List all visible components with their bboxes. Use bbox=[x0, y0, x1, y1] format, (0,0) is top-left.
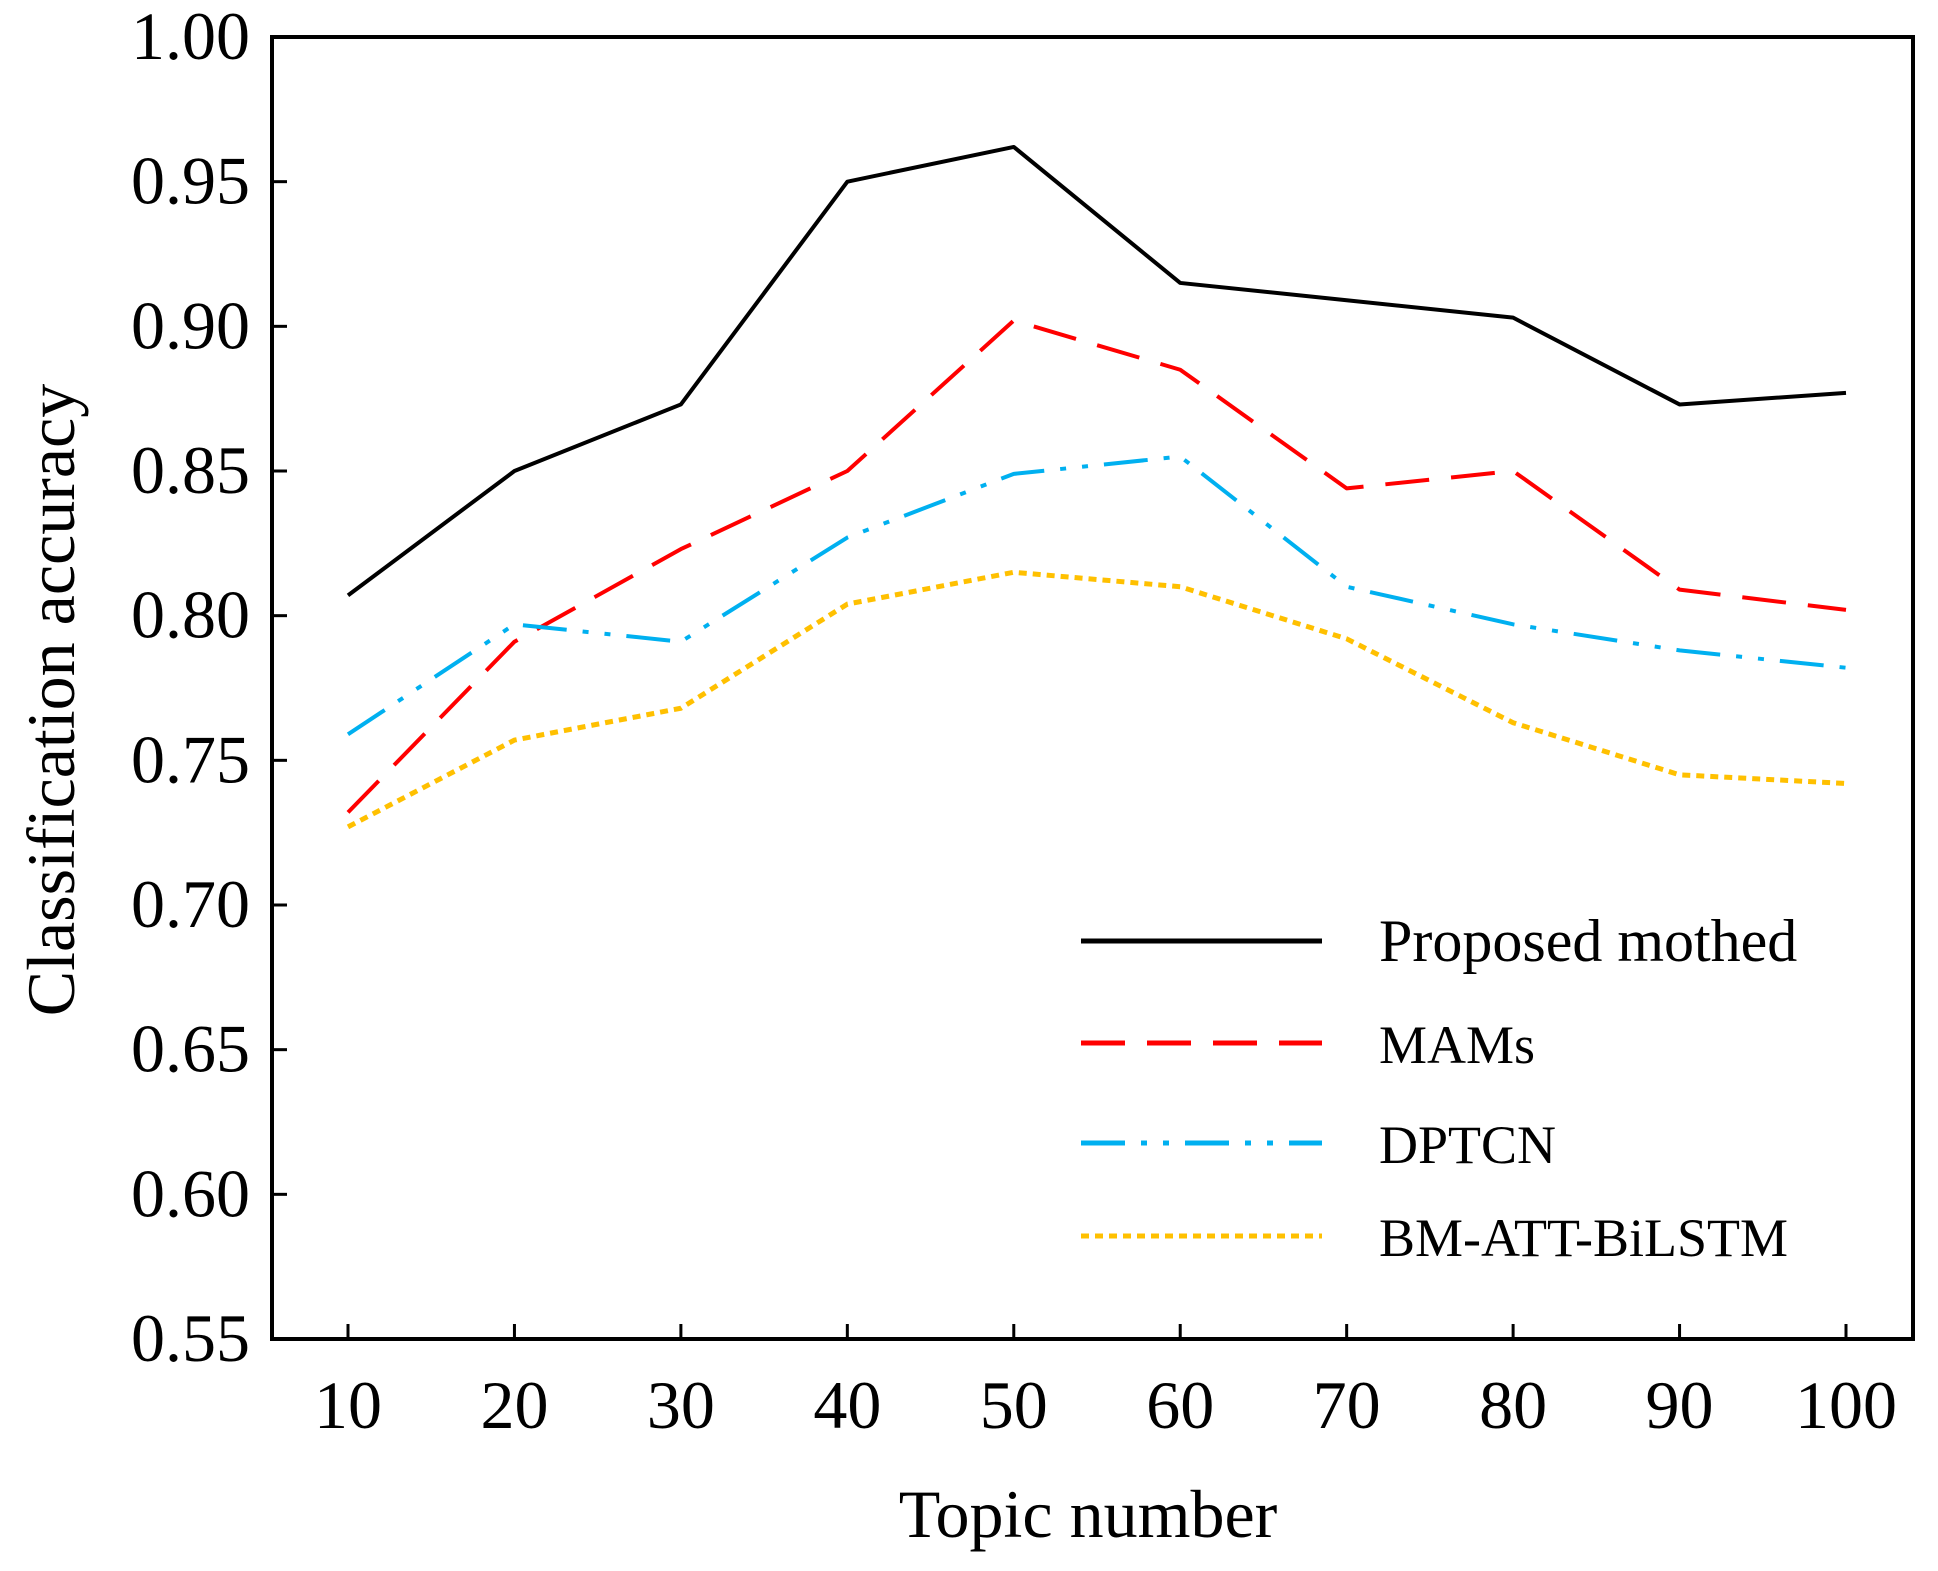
y-tick-label: 0.85 bbox=[131, 432, 250, 508]
x-axis-label: Topic number bbox=[899, 1476, 1278, 1552]
legend-label: BM-ATT-BiLSTM bbox=[1379, 1208, 1788, 1268]
x-tick-label: 100 bbox=[1795, 1367, 1897, 1443]
legend-label: Proposed mothed bbox=[1379, 908, 1797, 974]
legend-label: MAMs bbox=[1379, 1015, 1535, 1075]
x-tick-label: 90 bbox=[1646, 1367, 1714, 1443]
x-tick-label: 40 bbox=[813, 1367, 881, 1443]
x-tick-label: 80 bbox=[1479, 1367, 1547, 1443]
y-axis-label: Classification accuracy bbox=[13, 384, 89, 1017]
y-tick-label: 0.70 bbox=[131, 866, 250, 942]
y-tick-label: 0.65 bbox=[131, 1011, 250, 1087]
x-tick-label: 70 bbox=[1313, 1367, 1381, 1443]
plot-frame bbox=[270, 35, 1915, 1341]
series-line-dptcn bbox=[346, 454, 1847, 736]
y-tick-label: 0.95 bbox=[131, 143, 250, 219]
x-tick-label: 60 bbox=[1146, 1367, 1214, 1443]
x-tick-label: 20 bbox=[480, 1367, 548, 1443]
y-tick-label: 0.90 bbox=[131, 287, 250, 363]
y-tick-label: 0.75 bbox=[131, 721, 250, 797]
x-tick-label: 10 bbox=[314, 1367, 382, 1443]
series-line-mams bbox=[346, 318, 1847, 814]
series-line-proposed-mothed bbox=[346, 144, 1847, 598]
legend-label: DPTCN bbox=[1379, 1115, 1556, 1175]
y-tick-label: 0.60 bbox=[131, 1155, 250, 1231]
y-tick-label: 0.80 bbox=[131, 577, 250, 653]
x-tick-label: 30 bbox=[647, 1367, 715, 1443]
x-tick-label: 50 bbox=[980, 1367, 1048, 1443]
series-line-bm-att-bilstm bbox=[346, 569, 1847, 830]
y-tick-label: 0.55 bbox=[131, 1300, 250, 1376]
y-tick-label: 1.00 bbox=[131, 0, 250, 74]
